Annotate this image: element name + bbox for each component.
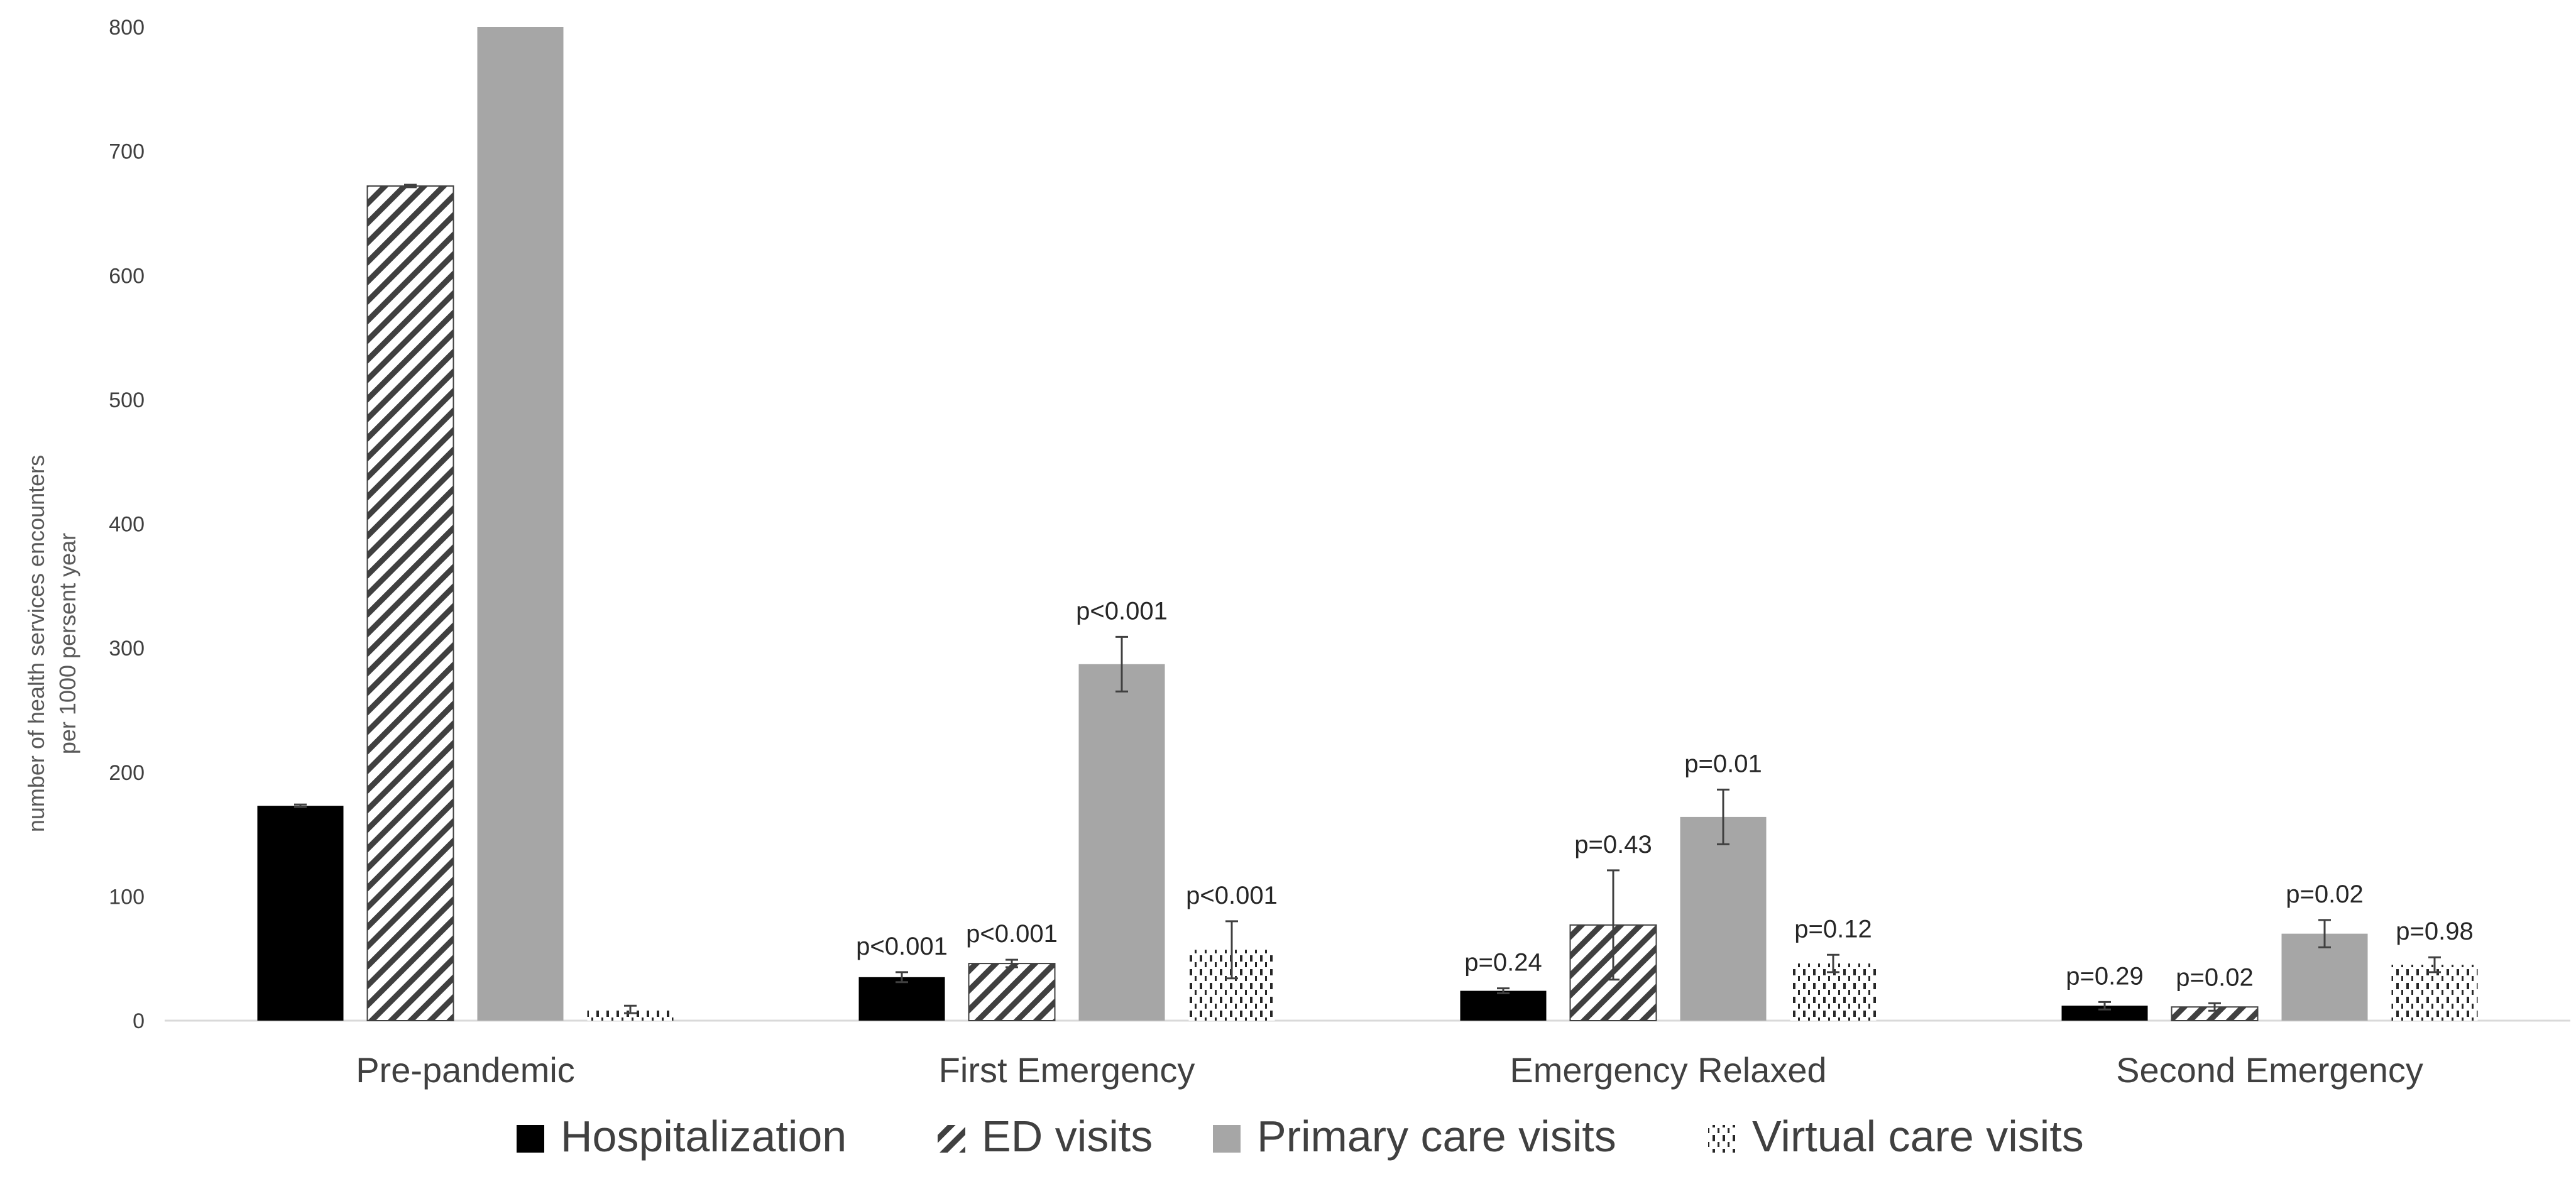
bar-diagonal-hatch bbox=[968, 963, 1056, 1022]
legend-swatch-solid-black bbox=[517, 1125, 544, 1153]
x-category-label: Emergency Relaxed bbox=[1510, 1050, 1826, 1090]
p-value-label: p=0.98 bbox=[2396, 918, 2473, 945]
y-tick-label: 100 bbox=[109, 885, 145, 909]
x-category-label: Pre-pandemic bbox=[356, 1050, 575, 1090]
y-tick-label: 600 bbox=[109, 264, 145, 288]
y-axis-label: number of health services encounters per … bbox=[23, 455, 80, 832]
x-category-label: First Emergency bbox=[939, 1050, 1195, 1090]
p-value-label: p=0.12 bbox=[1794, 915, 1872, 943]
bar-solid-gray bbox=[1680, 816, 1767, 1021]
legend-label: Virtual care visits bbox=[1752, 1112, 2084, 1161]
legend-label: Hospitalization bbox=[561, 1112, 847, 1161]
bar-dashed-vertical bbox=[587, 1009, 674, 1021]
x-category-label: Second Emergency bbox=[2116, 1050, 2423, 1090]
bar-solid-black bbox=[858, 977, 945, 1021]
legend-label: ED visits bbox=[982, 1112, 1153, 1161]
bar-solid-gray bbox=[1078, 664, 1165, 1021]
y-tick-label: 300 bbox=[109, 637, 145, 661]
p-value-label: p=0.43 bbox=[1574, 831, 1652, 858]
plot-area: p<0.001 p<0.001 p<0.001 p<0.001 p=0.24 p=0.43… bbox=[165, 27, 2570, 1022]
y-axis-label-line: per 1000 persent year bbox=[55, 533, 80, 754]
p-value-label: p=0.01 bbox=[1684, 750, 1762, 777]
y-tick-label: 400 bbox=[109, 513, 145, 537]
y-tick-label: 800 bbox=[109, 16, 145, 40]
y-axis: 0 100 200 300 400 500 600 700 800 number of healt… bbox=[23, 16, 145, 1033]
y-tick-label: 200 bbox=[109, 761, 145, 785]
y-tick-label: 0 bbox=[133, 1009, 145, 1033]
p-value-label: p=0.02 bbox=[2176, 963, 2253, 991]
legend-swatch-diagonal-hatch bbox=[938, 1125, 965, 1153]
p-value-label: p<0.001 bbox=[1076, 597, 1168, 625]
bar-solid-black bbox=[2061, 1006, 2148, 1021]
x-axis-categories: Pre-pandemic First Emergency Emergency Rel… bbox=[356, 1050, 2423, 1090]
y-tick-label: 500 bbox=[109, 388, 145, 412]
p-value-label: p=0.29 bbox=[2066, 962, 2143, 990]
bar-diagonal-hatch bbox=[366, 185, 454, 1022]
legend-swatch-solid-gray bbox=[1213, 1125, 1241, 1153]
p-value-label: p<0.001 bbox=[856, 933, 948, 960]
legend: Hospitalization ED visits Primary care vis… bbox=[517, 1112, 2084, 1161]
y-axis-label-line: number of health services encounters bbox=[23, 455, 49, 832]
legend-swatch-dashed-vertical bbox=[1708, 1125, 1736, 1153]
bar-solid-black bbox=[1460, 990, 1547, 1021]
y-tick-label: 700 bbox=[109, 140, 145, 164]
p-value-label: p=0.02 bbox=[2286, 880, 2363, 908]
p-value-label: p=0.24 bbox=[1464, 949, 1542, 977]
bar-dashed-vertical bbox=[2391, 965, 2478, 1021]
p-value-label: p<0.001 bbox=[1186, 882, 1278, 909]
bar-solid-black bbox=[257, 806, 344, 1021]
p-value-label: p<0.001 bbox=[966, 920, 1058, 948]
legend-label: Primary care visits bbox=[1257, 1112, 1616, 1161]
bar-solid-gray bbox=[477, 27, 564, 1021]
